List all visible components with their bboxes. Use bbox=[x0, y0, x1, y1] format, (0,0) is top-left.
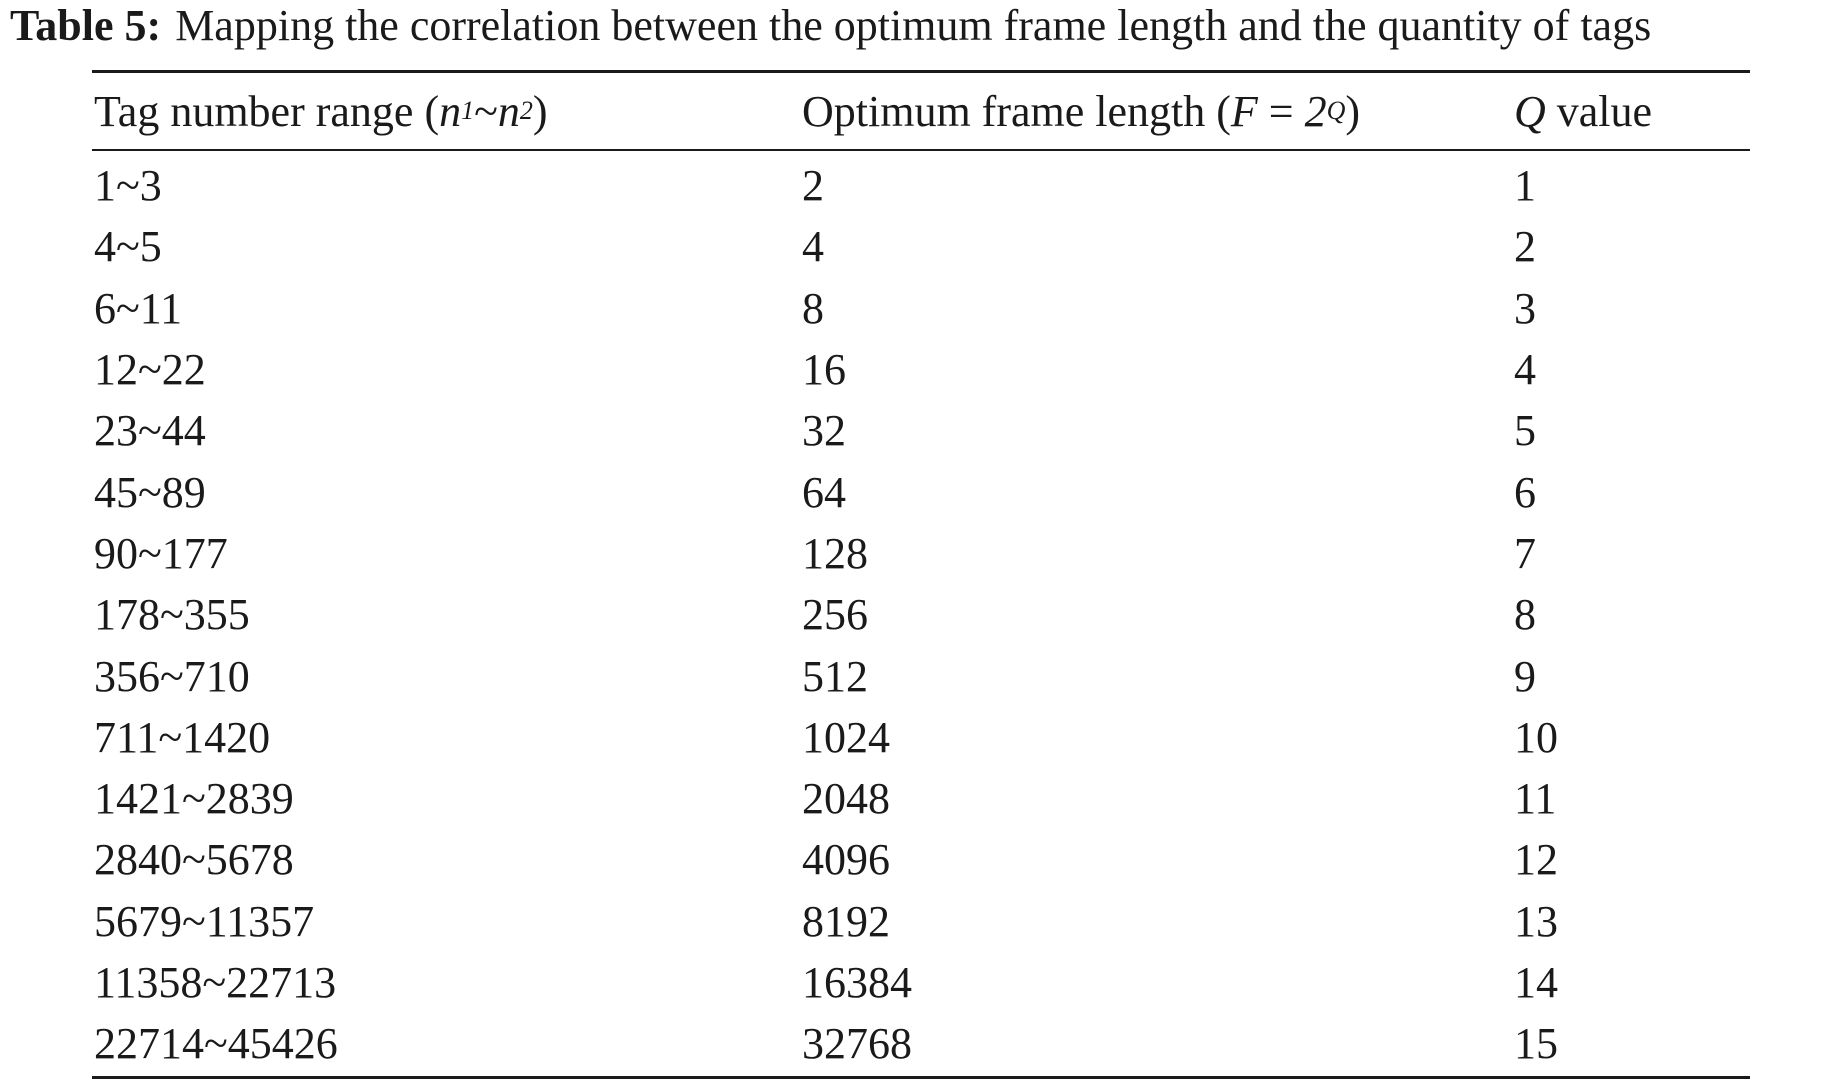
cell-frame-length: 64 bbox=[802, 467, 846, 517]
table-row: 6~11 8 3 bbox=[92, 278, 1750, 339]
cell-tag-range: 178~355 bbox=[94, 590, 250, 640]
cell-q-value: 11 bbox=[1514, 774, 1557, 824]
cell-frame-length: 1024 bbox=[802, 712, 890, 762]
cell-frame-length: 128 bbox=[802, 528, 868, 578]
cell-q-value: 8 bbox=[1514, 590, 1536, 640]
cell-q-value: 7 bbox=[1514, 528, 1536, 578]
cell-tag-range: 2840~5678 bbox=[94, 835, 294, 885]
cell-tag-range: 6~11 bbox=[94, 283, 183, 333]
table-row: 1~3 2 1 bbox=[92, 155, 1750, 216]
cell-frame-length: 8192 bbox=[802, 896, 890, 946]
table-header-rule bbox=[92, 149, 1750, 151]
cell-tag-range: 12~22 bbox=[94, 345, 206, 395]
table-row: 23~44 32 5 bbox=[92, 400, 1750, 461]
cell-frame-length: 256 bbox=[802, 590, 868, 640]
table-row: 178~355 256 8 bbox=[92, 584, 1750, 645]
table-header-row: Tag number range (n 1 ~ n 2) Optimum frame l… bbox=[92, 73, 1750, 149]
table-row: 11358~22713 16384 14 bbox=[92, 952, 1750, 1013]
cell-frame-length: 32 bbox=[802, 406, 846, 456]
cell-q-value: 10 bbox=[1514, 712, 1558, 762]
table-top-rule bbox=[92, 70, 1750, 73]
header-q-value: Q value bbox=[1514, 86, 1653, 136]
cell-q-value: 2 bbox=[1514, 222, 1536, 272]
table-caption: Table 5: Mapping the correlation between … bbox=[10, 2, 1815, 50]
cell-tag-range: 5679~11357 bbox=[94, 896, 315, 946]
caption-text: Mapping the correlation between the opti… bbox=[175, 1, 1652, 50]
cell-frame-length: 8 bbox=[802, 283, 824, 333]
cell-frame-length: 512 bbox=[802, 651, 868, 701]
table-row: 12~22 16 4 bbox=[92, 339, 1750, 400]
header-tag-number-range: Tag number range (n 1 ~ n 2) bbox=[94, 86, 548, 136]
cell-tag-range: 1421~2839 bbox=[94, 774, 294, 824]
cell-tag-range: 45~89 bbox=[94, 467, 206, 517]
cell-frame-length: 16 bbox=[802, 345, 846, 395]
table-row: 22714~45426 32768 15 bbox=[92, 1013, 1750, 1074]
table-row: 5679~11357 8192 13 bbox=[92, 891, 1750, 952]
cell-frame-length: 16384 bbox=[802, 958, 912, 1007]
table-row: 1421~2839 2048 11 bbox=[92, 768, 1750, 829]
cell-frame-length: 32768 bbox=[802, 1019, 912, 1069]
table-row: 4~5 4 2 bbox=[92, 216, 1750, 277]
cell-tag-range: 22714~45426 bbox=[94, 1019, 338, 1069]
table-row: 2840~5678 4096 12 bbox=[92, 829, 1750, 890]
cell-q-value: 15 bbox=[1514, 1019, 1558, 1069]
cell-q-value: 14 bbox=[1514, 958, 1558, 1007]
table-row: 45~89 64 6 bbox=[92, 461, 1750, 522]
header-optimum-frame-length: Optimum frame length (F = 2 Q) bbox=[802, 86, 1361, 136]
cell-frame-length: 2 bbox=[802, 161, 824, 211]
table-row: 356~710 512 9 bbox=[92, 645, 1750, 706]
cell-q-value: 13 bbox=[1514, 896, 1558, 946]
cell-tag-range: 711~1420 bbox=[94, 712, 271, 762]
cell-tag-range: 4~5 bbox=[94, 222, 162, 272]
table-row: 711~1420 1024 10 bbox=[92, 707, 1750, 768]
cell-tag-range: 90~177 bbox=[94, 528, 228, 578]
cell-q-value: 5 bbox=[1514, 406, 1536, 456]
table-row: 90~177 128 7 bbox=[92, 523, 1750, 584]
cell-frame-length: 4 bbox=[802, 222, 824, 272]
cell-q-value: 1 bbox=[1514, 161, 1536, 211]
data-table: Tag number range (n 1 ~ n 2) Optimum frame l… bbox=[92, 70, 1750, 1080]
cell-q-value: 3 bbox=[1514, 283, 1536, 333]
cell-tag-range: 11358~22713 bbox=[94, 958, 337, 1007]
cell-q-value: 4 bbox=[1514, 345, 1536, 395]
cell-tag-range: 1~3 bbox=[94, 161, 162, 211]
caption-label: Table 5: bbox=[10, 1, 162, 50]
table-body: 1~3 2 1 4~5 4 2 6~11 8 3 12~22 16 4 23~44 32 5 45~89 64 6… bbox=[92, 151, 1750, 1076]
cell-tag-range: 23~44 bbox=[94, 406, 206, 456]
cell-frame-length: 4096 bbox=[802, 835, 890, 885]
cell-tag-range: 356~710 bbox=[94, 651, 250, 701]
cell-q-value: 12 bbox=[1514, 835, 1558, 885]
cell-frame-length: 2048 bbox=[802, 774, 890, 824]
cell-q-value: 9 bbox=[1514, 651, 1536, 701]
table-bottom-rule bbox=[92, 1076, 1750, 1080]
cell-q-value: 6 bbox=[1514, 467, 1536, 517]
